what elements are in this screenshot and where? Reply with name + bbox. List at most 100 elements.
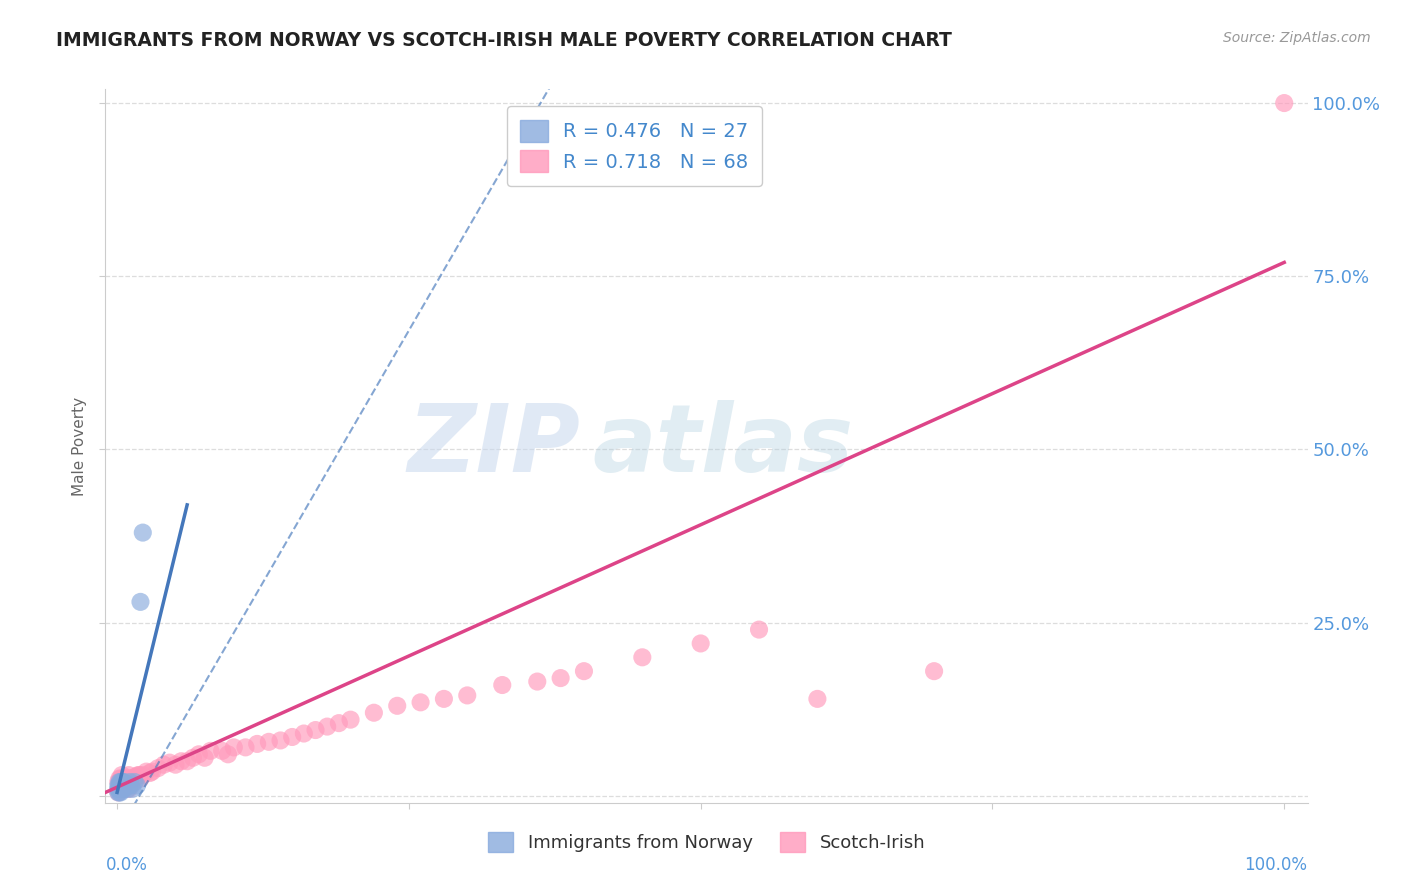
Point	[107, 775, 129, 789]
Point	[270, 733, 292, 747]
Y-axis label: Male Poverty: Male Poverty	[72, 396, 87, 496]
Point	[806, 691, 828, 706]
Point	[550, 671, 572, 685]
Point	[110, 785, 132, 799]
Point	[108, 785, 131, 799]
Point	[120, 779, 142, 793]
Point	[176, 754, 198, 768]
Point	[128, 768, 150, 782]
Point	[125, 769, 148, 783]
Point	[456, 689, 478, 703]
Point	[114, 772, 136, 786]
Point	[139, 766, 162, 780]
Point	[257, 735, 280, 749]
Point	[339, 713, 361, 727]
Text: atlas: atlas	[592, 400, 853, 492]
Point	[118, 779, 141, 793]
Point	[127, 768, 149, 782]
Point	[217, 747, 239, 762]
Point	[117, 781, 139, 796]
Point	[1272, 96, 1295, 111]
Point	[292, 726, 315, 740]
Point	[153, 757, 176, 772]
Point	[111, 781, 134, 796]
Point	[118, 781, 141, 796]
Point	[114, 779, 136, 793]
Point	[281, 730, 304, 744]
Point	[108, 779, 131, 793]
Point	[387, 698, 409, 713]
Point	[111, 781, 134, 796]
Point	[124, 772, 146, 786]
Point	[135, 764, 157, 779]
Point	[118, 775, 141, 789]
Point	[108, 781, 131, 796]
Point	[572, 664, 595, 678]
Point	[108, 781, 131, 796]
Point	[122, 772, 145, 786]
Point	[170, 754, 193, 768]
Point	[110, 775, 132, 789]
Point	[111, 775, 134, 789]
Text: ZIP: ZIP	[408, 400, 581, 492]
Point	[211, 744, 233, 758]
Point	[118, 768, 141, 782]
Point	[491, 678, 513, 692]
Text: IMMIGRANTS FROM NORWAY VS SCOTCH-IRISH MALE POVERTY CORRELATION CHART: IMMIGRANTS FROM NORWAY VS SCOTCH-IRISH M…	[56, 31, 952, 50]
Point	[108, 775, 131, 789]
Point	[112, 781, 135, 796]
Text: 0.0%: 0.0%	[105, 856, 148, 874]
Point	[111, 779, 134, 793]
Point	[107, 785, 129, 799]
Point	[748, 623, 770, 637]
Point	[112, 775, 135, 789]
Point	[159, 756, 181, 770]
Point	[304, 723, 326, 737]
Point	[194, 751, 217, 765]
Point	[433, 691, 456, 706]
Point	[222, 740, 245, 755]
Point	[235, 740, 257, 755]
Text: 100.0%: 100.0%	[1244, 856, 1308, 874]
Point	[112, 775, 135, 789]
Point	[125, 779, 148, 793]
Point	[107, 779, 129, 793]
Point	[132, 768, 155, 782]
Point	[181, 751, 204, 765]
Point	[120, 772, 142, 786]
Point	[124, 775, 146, 789]
Point	[200, 744, 222, 758]
Point	[117, 772, 139, 786]
Point	[108, 772, 131, 786]
Point	[132, 525, 155, 540]
Point	[187, 747, 209, 762]
Point	[110, 772, 132, 786]
Point	[111, 781, 134, 796]
Point	[922, 664, 945, 678]
Point	[111, 772, 134, 786]
Point	[141, 764, 163, 779]
Point	[409, 695, 432, 709]
Point	[111, 768, 134, 782]
Point	[115, 779, 138, 793]
Point	[129, 595, 152, 609]
Point	[631, 650, 654, 665]
Point	[328, 716, 350, 731]
Legend: Immigrants from Norway, Scotch-Irish: Immigrants from Norway, Scotch-Irish	[475, 819, 938, 865]
Point	[246, 737, 269, 751]
Point	[115, 775, 138, 789]
Point	[118, 772, 141, 786]
Point	[125, 769, 148, 783]
Point	[107, 785, 129, 799]
Point	[121, 772, 143, 786]
Point	[316, 720, 339, 734]
Point	[146, 761, 169, 775]
Point	[363, 706, 385, 720]
Text: Source: ZipAtlas.com: Source: ZipAtlas.com	[1223, 31, 1371, 45]
Point	[165, 757, 187, 772]
Point	[107, 781, 129, 796]
Point	[121, 781, 143, 796]
Point	[129, 772, 152, 786]
Point	[689, 636, 711, 650]
Point	[111, 775, 134, 789]
